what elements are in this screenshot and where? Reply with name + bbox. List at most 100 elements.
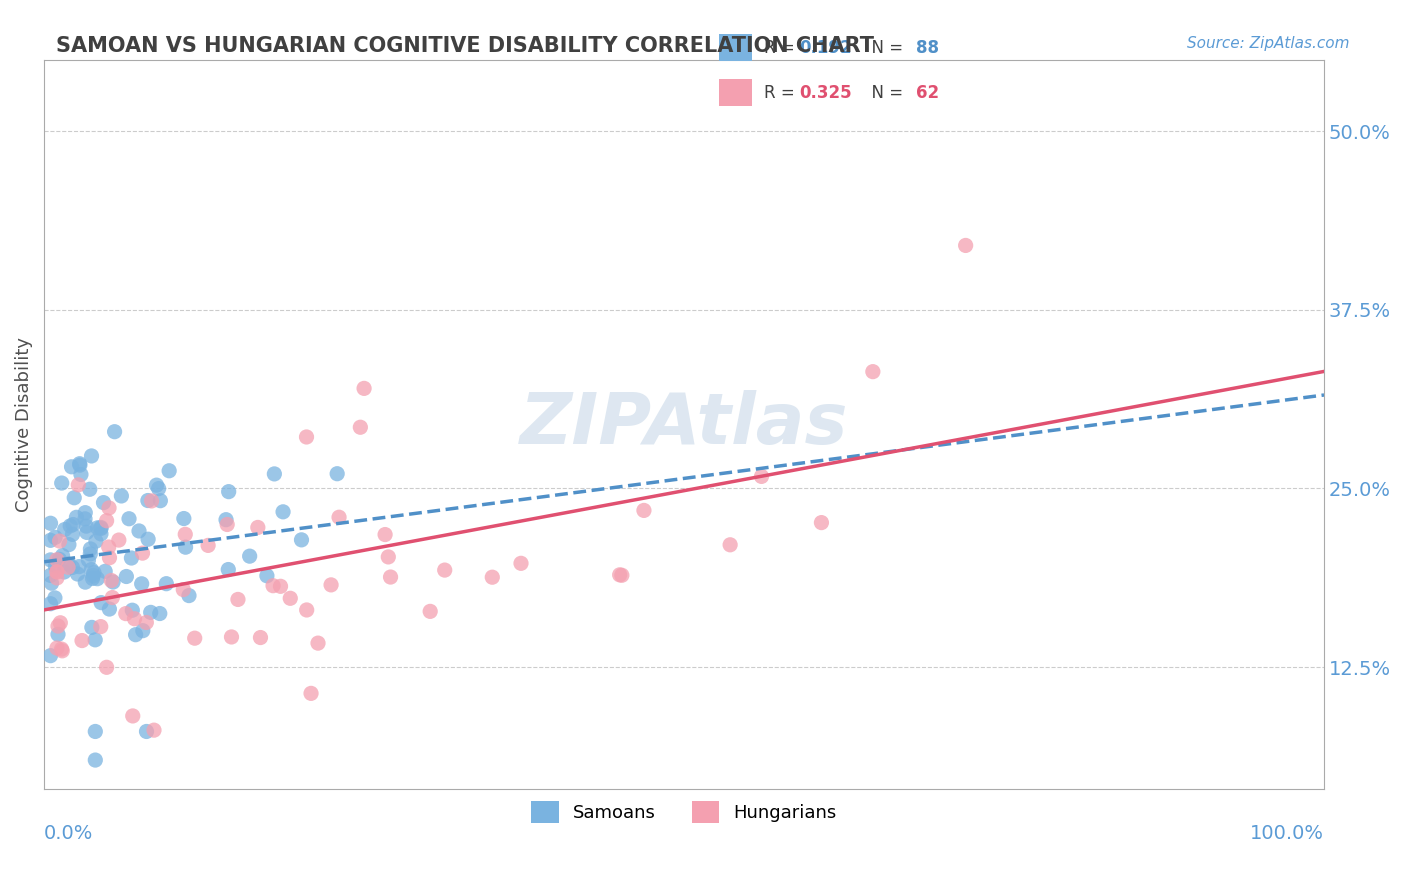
FancyBboxPatch shape bbox=[718, 79, 752, 106]
Y-axis label: Cognitive Disability: Cognitive Disability bbox=[15, 336, 32, 512]
Point bbox=[98, 550, 121, 565]
Point bbox=[86, 572, 108, 586]
Point bbox=[221, 630, 243, 644]
Point bbox=[101, 591, 124, 605]
Point bbox=[100, 574, 122, 588]
Point bbox=[295, 430, 318, 444]
Point bbox=[149, 493, 172, 508]
Text: SAMOAN VS HUNGARIAN COGNITIVE DISABILITY CORRELATION CHART: SAMOAN VS HUNGARIAN COGNITIVE DISABILITY… bbox=[56, 36, 875, 55]
Point bbox=[319, 578, 342, 592]
Point bbox=[172, 582, 194, 597]
Point bbox=[108, 533, 131, 547]
Point bbox=[633, 503, 655, 517]
Point bbox=[290, 533, 312, 547]
Point bbox=[39, 516, 62, 531]
Point bbox=[97, 540, 120, 554]
Point bbox=[65, 510, 87, 524]
Point bbox=[90, 527, 112, 541]
Point bbox=[177, 589, 200, 603]
Point bbox=[139, 606, 162, 620]
Point bbox=[75, 506, 97, 520]
Point bbox=[141, 494, 163, 508]
Point bbox=[270, 579, 292, 593]
Point bbox=[58, 538, 80, 552]
Point bbox=[135, 615, 157, 630]
Point bbox=[377, 549, 399, 564]
Point bbox=[49, 615, 72, 630]
Point bbox=[69, 458, 91, 472]
Point bbox=[215, 513, 238, 527]
Point bbox=[94, 564, 117, 578]
Point bbox=[132, 624, 155, 638]
Point bbox=[118, 512, 141, 526]
Text: 100.0%: 100.0% bbox=[1250, 824, 1324, 844]
Point bbox=[124, 612, 146, 626]
Point bbox=[51, 642, 73, 657]
Point bbox=[84, 632, 107, 647]
Point bbox=[67, 559, 90, 574]
Point bbox=[75, 575, 97, 590]
Point bbox=[718, 538, 741, 552]
Point bbox=[80, 563, 103, 577]
Point bbox=[101, 574, 124, 589]
Point bbox=[349, 420, 371, 434]
Point bbox=[299, 686, 322, 700]
Point bbox=[510, 557, 533, 571]
Point bbox=[263, 467, 285, 481]
Point bbox=[70, 633, 93, 648]
Point bbox=[56, 560, 79, 574]
Point bbox=[481, 570, 503, 584]
Point bbox=[609, 567, 631, 582]
Point bbox=[955, 238, 977, 252]
Point bbox=[239, 549, 262, 563]
Legend: Samoans, Hungarians: Samoans, Hungarians bbox=[524, 794, 844, 830]
Point bbox=[80, 620, 103, 634]
FancyBboxPatch shape bbox=[718, 34, 752, 61]
Text: 0.0%: 0.0% bbox=[44, 824, 93, 844]
Point bbox=[90, 596, 112, 610]
Point bbox=[41, 576, 63, 591]
Point bbox=[103, 425, 125, 439]
Point bbox=[307, 636, 329, 650]
Point bbox=[610, 568, 633, 582]
Point bbox=[143, 723, 166, 738]
Point bbox=[83, 566, 105, 580]
Point bbox=[82, 572, 104, 586]
Point bbox=[217, 517, 239, 532]
Text: 62: 62 bbox=[915, 84, 939, 102]
Point bbox=[326, 467, 349, 481]
Point bbox=[62, 527, 84, 541]
Point bbox=[120, 551, 142, 566]
Point bbox=[69, 457, 91, 471]
Point bbox=[46, 627, 69, 641]
Point bbox=[45, 565, 67, 579]
Point bbox=[46, 619, 69, 633]
Point bbox=[39, 648, 62, 663]
Point bbox=[217, 563, 239, 577]
Point bbox=[124, 628, 146, 642]
Text: N =: N = bbox=[860, 38, 908, 56]
Point bbox=[115, 569, 138, 583]
Point bbox=[44, 591, 66, 605]
Point bbox=[70, 467, 93, 482]
Point bbox=[62, 517, 84, 532]
Point bbox=[59, 519, 82, 533]
Point bbox=[419, 604, 441, 618]
Text: 0.325: 0.325 bbox=[799, 84, 852, 102]
Point bbox=[135, 724, 157, 739]
Point bbox=[98, 602, 121, 616]
Point bbox=[433, 563, 456, 577]
Point bbox=[271, 505, 294, 519]
Point bbox=[262, 579, 284, 593]
Point bbox=[39, 533, 62, 548]
Point bbox=[51, 549, 73, 563]
Point bbox=[53, 565, 76, 579]
Point bbox=[136, 493, 159, 508]
Point bbox=[173, 511, 195, 525]
Point bbox=[93, 495, 115, 509]
Point bbox=[148, 482, 170, 496]
Point bbox=[48, 534, 70, 549]
Point bbox=[79, 483, 101, 497]
Point bbox=[128, 524, 150, 538]
Text: 88: 88 bbox=[915, 38, 939, 56]
